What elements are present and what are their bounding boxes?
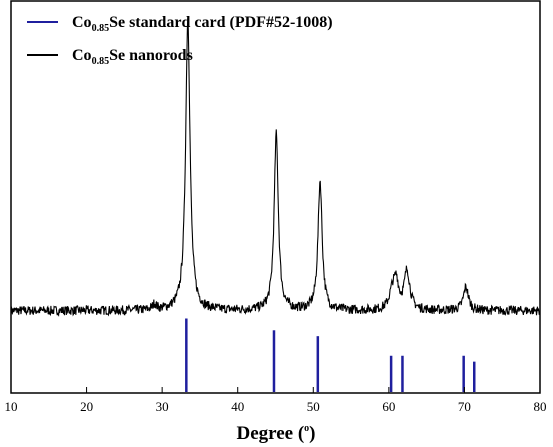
x-tick-label: 30 (156, 399, 169, 414)
x-tick-label: 60 (382, 399, 395, 414)
x-tick-label: 50 (307, 399, 320, 414)
x-tick-label: 80 (534, 399, 547, 414)
x-axis-title: Degree (o) (236, 423, 315, 444)
x-tick-label: 10 (5, 399, 18, 414)
legend-label-nanorods: Co0.85Se nanorods (72, 47, 193, 67)
legend: Co0.85Se standard card (PDF#52-1008) Co0… (27, 14, 333, 67)
x-axis-ticks: 10 20 30 40 50 60 70 80 (5, 387, 547, 414)
plot-frame (10, 0, 541, 394)
legend-label-standard-card: Co0.85Se standard card (PDF#52-1008) (72, 14, 333, 34)
nanorods-pattern-line (10, 18, 541, 317)
x-tick-label: 20 (80, 399, 93, 414)
x-tick-label: 70 (458, 399, 471, 414)
x-tick-label: 40 (231, 399, 244, 414)
standard-card-sticks (185, 318, 476, 392)
